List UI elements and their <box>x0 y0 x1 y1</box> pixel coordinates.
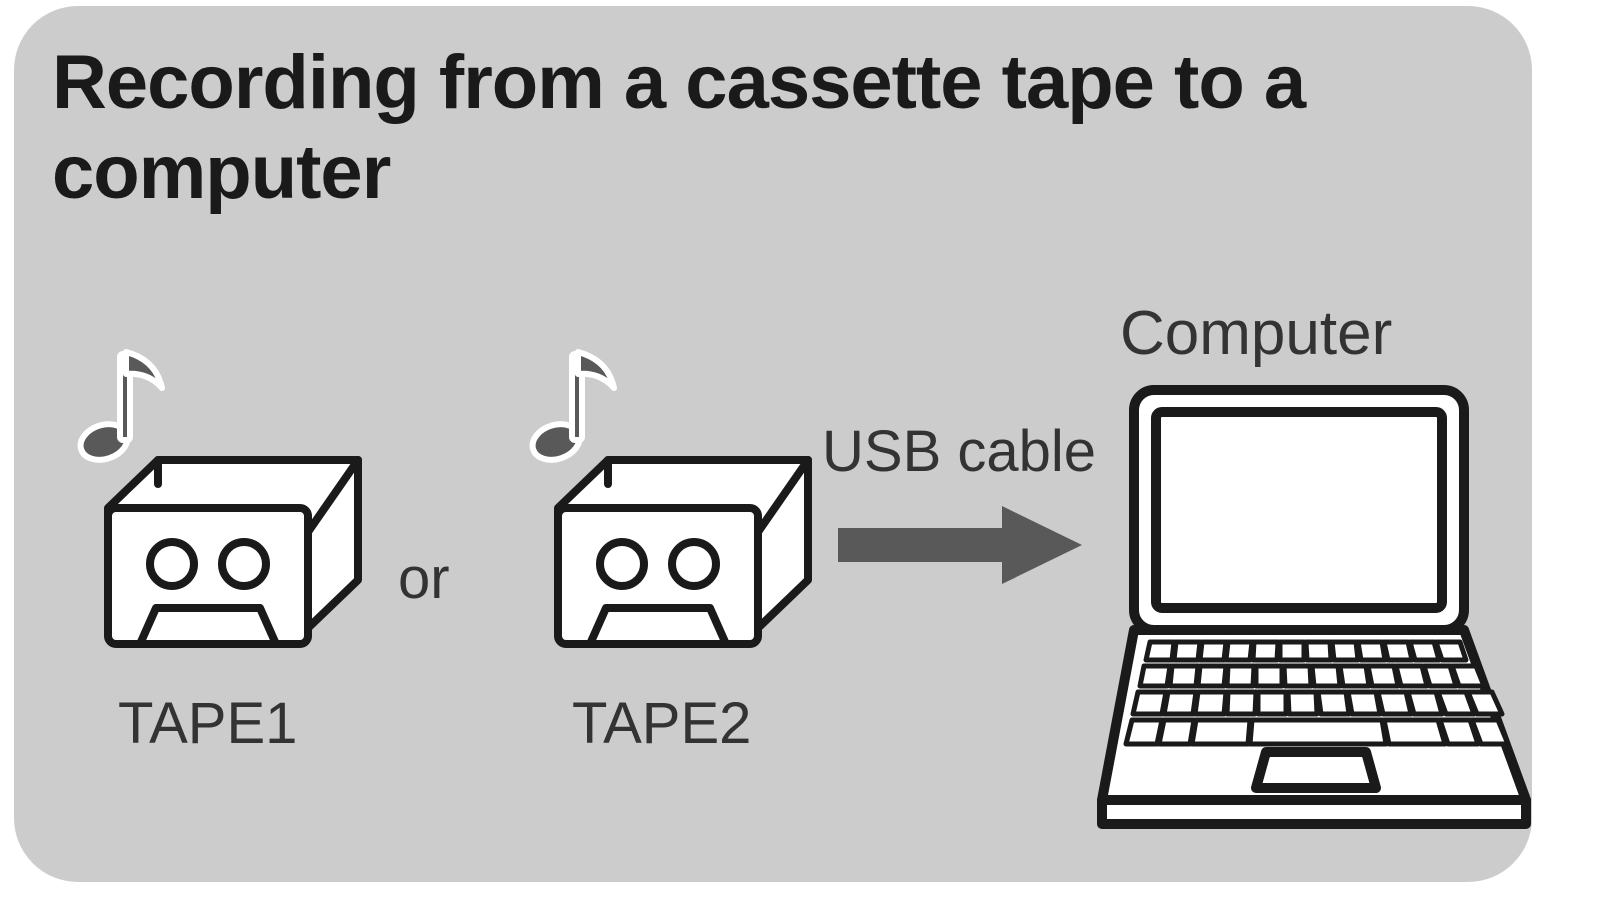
label-tape2: TAPE2 <box>572 690 751 757</box>
diagram-title: Recording from a cassette tape to a comp… <box>52 38 1492 218</box>
arrow-right-icon <box>838 500 1088 590</box>
cassette-tape-icon <box>530 440 830 680</box>
label-or: or <box>398 545 450 612</box>
label-usb-cable: USB cable <box>822 418 1096 485</box>
cassette-tape-icon <box>80 440 380 680</box>
label-computer: Computer <box>1120 298 1392 369</box>
label-tape1: TAPE1 <box>118 690 297 757</box>
laptop-icon <box>1094 380 1534 840</box>
